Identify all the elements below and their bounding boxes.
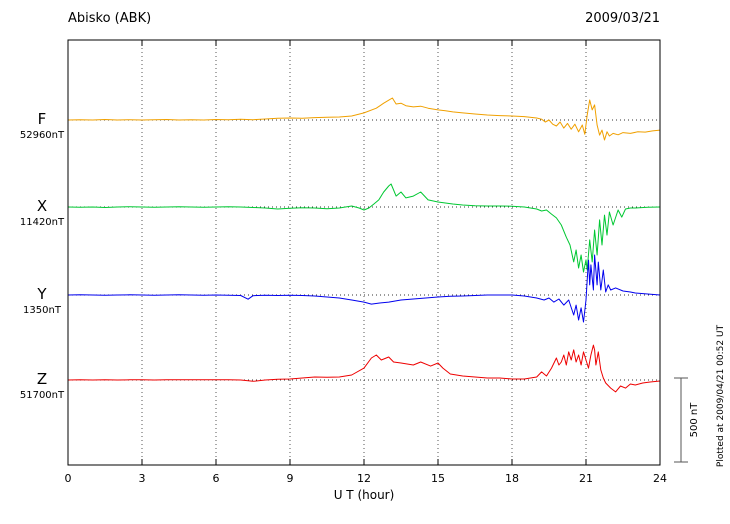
x-axis-title: U T (hour) — [334, 488, 395, 502]
x-tick-label: 0 — [65, 472, 72, 485]
x-tick-label: 24 — [653, 472, 667, 485]
x-tick-label: 15 — [431, 472, 445, 485]
series-baseline-value-X: 11420nT — [20, 217, 65, 228]
station-title: Abisko (ABK) — [68, 11, 151, 26]
series-baseline-value-Z: 51700nT — [20, 390, 65, 401]
trace-Z — [67, 344, 661, 393]
series-baseline-value-Y: 1350nT — [23, 305, 62, 316]
series-label-X: X — [37, 197, 47, 215]
plot-date: 2009/03/21 — [585, 11, 660, 26]
x-tick-label: 9 — [287, 472, 294, 485]
x-tick-label: 21 — [579, 472, 593, 485]
series-baseline-value-F: 52960nT — [20, 130, 65, 141]
x-tick-label: 18 — [505, 472, 519, 485]
trace-X — [67, 183, 661, 273]
series-label-Z: Z — [37, 370, 47, 388]
series-label-Y: Y — [36, 285, 47, 303]
x-tick-label: 3 — [139, 472, 146, 485]
plot-frame — [67, 39, 661, 466]
trace-F — [67, 97, 661, 141]
scale-bar-label: 500 nT — [689, 402, 700, 438]
plot-timestamp: Plotted at 2009/04/21 00:52 UT — [716, 324, 726, 467]
x-tick-label: 6 — [213, 472, 220, 485]
trace-Y — [67, 254, 661, 323]
series-label-F: F — [38, 110, 47, 128]
x-tick-label: 12 — [357, 472, 371, 485]
